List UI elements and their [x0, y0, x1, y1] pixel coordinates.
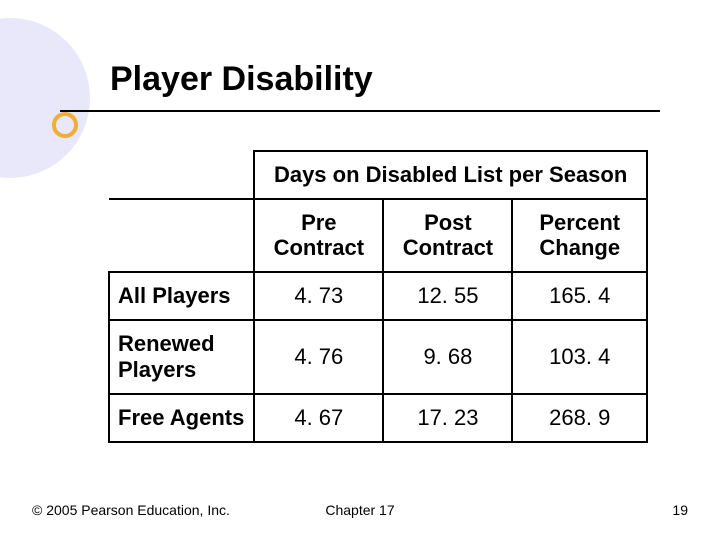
cell: 12. 55: [383, 272, 512, 320]
cell: 9. 68: [383, 320, 512, 394]
table-header-super: Days on Disabled List per Season: [109, 151, 647, 199]
cell: 103. 4: [512, 320, 647, 394]
cell: 165. 4: [512, 272, 647, 320]
table-header-cols: Pre Contract Post Contract Percent Chang…: [109, 199, 647, 272]
data-table: Days on Disabled List per Season Pre Con…: [108, 150, 648, 443]
table-row: All Players 4. 73 12. 55 165. 4: [109, 272, 647, 320]
row-label: Free Agents: [109, 394, 254, 442]
slide-title: Player Disability: [110, 60, 373, 99]
super-header: Days on Disabled List per Season: [254, 151, 647, 199]
cell: 4. 73: [254, 272, 383, 320]
footer-chapter: Chapter 17: [325, 502, 394, 518]
row-label: Renewed Players: [109, 320, 254, 394]
slide-footer: © 2005 Pearson Education, Inc. Chapter 1…: [32, 502, 688, 518]
col-head-post: Post Contract: [383, 199, 512, 272]
col-head-pct: Percent Change: [512, 199, 647, 272]
cell: 4. 76: [254, 320, 383, 394]
col-head-pre: Pre Contract: [254, 199, 383, 272]
cell: 17. 23: [383, 394, 512, 442]
table-row: Free Agents 4. 67 17. 23 268. 9: [109, 394, 647, 442]
table-row: Renewed Players 4. 76 9. 68 103. 4: [109, 320, 647, 394]
title-underline: [60, 110, 660, 112]
cell: 268. 9: [512, 394, 647, 442]
footer-copyright: © 2005 Pearson Education, Inc.: [32, 502, 230, 518]
cell: 4. 67: [254, 394, 383, 442]
row-label: All Players: [109, 272, 254, 320]
blank-corner: [109, 199, 254, 272]
footer-page: 19: [672, 502, 688, 518]
decorative-circle: [0, 18, 90, 178]
blank-corner: [109, 151, 254, 199]
bullet-ring-icon: [52, 112, 78, 138]
